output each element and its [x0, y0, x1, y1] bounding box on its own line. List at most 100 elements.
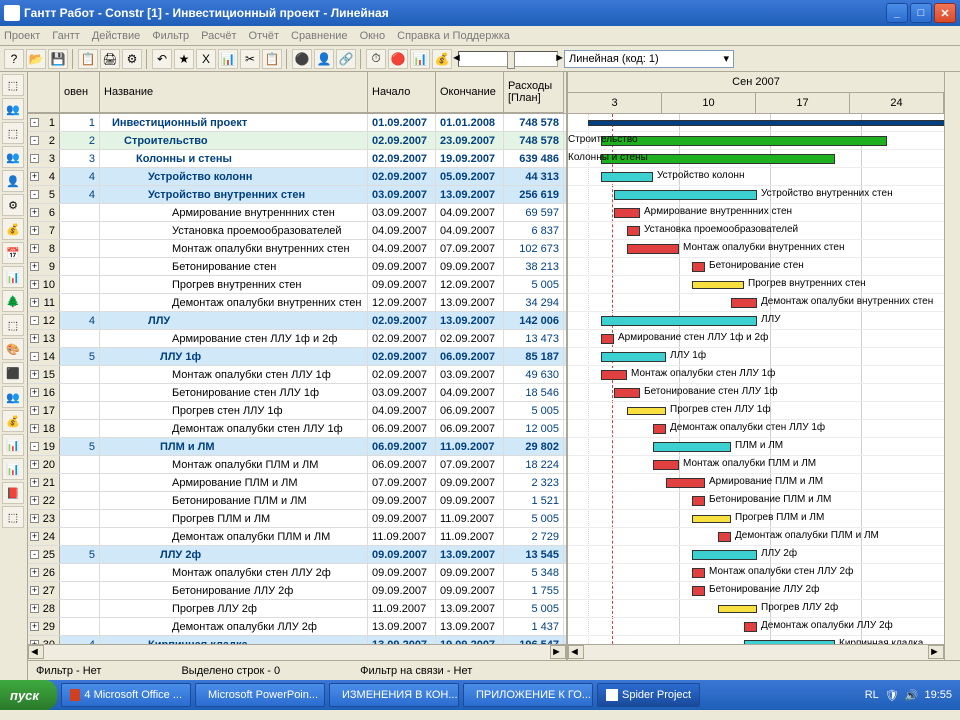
task-row[interactable]: -255ЛЛУ 2ф09.09.200713.09.200713 545 [28, 546, 566, 564]
col-name[interactable]: Название [100, 72, 368, 113]
gantt-row[interactable]: ЛЛУ 1ф [568, 348, 944, 366]
row-number[interactable]: -19 [28, 438, 60, 455]
side-button[interactable]: ⬚ [2, 506, 24, 528]
menu-Отчёт[interactable]: Отчёт [249, 30, 279, 42]
side-button[interactable]: 👥 [2, 98, 24, 120]
gantt-bar[interactable] [731, 298, 757, 308]
expand-icon[interactable]: + [30, 280, 39, 289]
expand-icon[interactable]: + [30, 172, 39, 181]
vscroll[interactable] [944, 72, 960, 660]
gantt-row[interactable]: Устройство колонн [568, 168, 944, 186]
expand-icon[interactable]: + [30, 334, 39, 343]
row-number[interactable]: +28 [28, 600, 60, 617]
expand-icon[interactable]: + [30, 388, 39, 397]
side-button[interactable]: 💰 [2, 218, 24, 240]
gantt-bar[interactable] [614, 388, 640, 398]
gantt-row[interactable]: Монтаж опалубки ПЛМ и ЛМ [568, 456, 944, 474]
gantt-row[interactable]: Прогрев ПЛМ и ЛМ [568, 510, 944, 528]
gantt-bar[interactable] [588, 120, 944, 126]
side-button[interactable]: 💰 [2, 410, 24, 432]
toolbar-button[interactable]: 💰 [432, 49, 452, 69]
row-number[interactable]: +21 [28, 474, 60, 491]
row-number[interactable]: +8 [28, 240, 60, 257]
row-number[interactable]: +24 [28, 528, 60, 545]
toolbar-button[interactable]: 📋 [78, 49, 98, 69]
toolbar-button[interactable]: ✂ [240, 49, 260, 69]
menu-Окно[interactable]: Окно [360, 30, 386, 42]
row-number[interactable]: -14 [28, 348, 60, 365]
gantt-row[interactable]: Монтаж опалубки стен ЛЛУ 2ф [568, 564, 944, 582]
menu-Справка и Поддержка[interactable]: Справка и Поддержка [397, 30, 510, 42]
toolbar-button[interactable]: ⏱ [366, 49, 386, 69]
gantt-bar[interactable] [718, 605, 757, 613]
row-number[interactable]: -3 [28, 150, 60, 167]
expand-icon[interactable]: + [30, 478, 39, 487]
gantt-row[interactable]: Монтаж опалубки внутренних стен [568, 240, 944, 258]
expand-icon[interactable]: - [30, 352, 39, 361]
col-cost[interactable]: Расходы [План] [504, 72, 564, 113]
row-number[interactable]: -2 [28, 132, 60, 149]
side-button[interactable]: 👤 [2, 170, 24, 192]
gantt-bar[interactable] [601, 370, 627, 380]
taskbar-item[interactable]: ПРИЛОЖЕНИЕ К ГО... [463, 683, 593, 707]
row-number[interactable]: -1 [28, 114, 60, 131]
task-row[interactable]: +15Монтаж опалубки стен ЛЛУ 1ф02.09.2007… [28, 366, 566, 384]
task-row[interactable]: +7Установка проемообразователей04.09.200… [28, 222, 566, 240]
gantt-row[interactable]: Прогрев стен ЛЛУ 1ф [568, 402, 944, 420]
gantt-bar[interactable] [692, 568, 705, 578]
gantt-row[interactable]: Монтаж опалубки стен ЛЛУ 1ф [568, 366, 944, 384]
gantt-row[interactable] [568, 114, 944, 132]
toolbar-button[interactable]: 👤 [314, 49, 334, 69]
task-row[interactable]: +20Монтаж опалубки ПЛМ и ЛМ06.09.200707.… [28, 456, 566, 474]
task-row[interactable]: +9Бетонирование стен09.09.200709.09.2007… [28, 258, 566, 276]
close-button[interactable]: ✕ [934, 3, 956, 23]
toolbar-button[interactable]: 📋 [262, 49, 282, 69]
task-row[interactable]: +24Демонтаж опалубки ПЛМ и ЛМ11.09.20071… [28, 528, 566, 546]
toolbar-button[interactable]: ↶ [152, 49, 172, 69]
row-number[interactable]: +9 [28, 258, 60, 275]
task-row[interactable]: +44Устройство колонн02.09.200705.09.2007… [28, 168, 566, 186]
side-button[interactable]: ⬚ [2, 314, 24, 336]
task-row[interactable]: -11Инвестиционный проект01.09.200701.01.… [28, 114, 566, 132]
menu-Проект[interactable]: Проект [4, 30, 40, 42]
task-row[interactable]: +23Прогрев ПЛМ и ЛМ09.09.200711.09.20075… [28, 510, 566, 528]
gantt-bar[interactable] [653, 460, 679, 470]
task-row[interactable]: +22Бетонирование ПЛМ и ЛМ09.09.200709.09… [28, 492, 566, 510]
task-row[interactable]: +21Армирование ПЛМ и ЛМ07.09.200709.09.2… [28, 474, 566, 492]
row-number[interactable]: +30 [28, 636, 60, 644]
gantt-bar[interactable] [614, 208, 640, 218]
gantt-row[interactable]: Прогрев внутренних стен [568, 276, 944, 294]
side-button[interactable]: ⬚ [2, 74, 24, 96]
task-row[interactable]: +13Армирование стен ЛЛУ 1ф и 2ф02.09.200… [28, 330, 566, 348]
gantt-bar[interactable] [627, 407, 666, 415]
expand-icon[interactable]: - [30, 316, 39, 325]
gantt-row[interactable]: Прогрев ЛЛУ 2ф [568, 600, 944, 618]
gantt-bar[interactable] [718, 532, 731, 542]
expand-icon[interactable]: + [30, 604, 39, 613]
col-level[interactable]: овен [60, 72, 100, 113]
row-number[interactable]: +7 [28, 222, 60, 239]
task-row[interactable]: +10Прогрев внутренних стен09.09.200712.0… [28, 276, 566, 294]
expand-icon[interactable]: + [30, 370, 39, 379]
task-row[interactable]: -145ЛЛУ 1ф02.09.200706.09.200785 187 [28, 348, 566, 366]
side-button[interactable]: 📕 [2, 482, 24, 504]
gantt-bar[interactable] [653, 424, 666, 434]
gantt-row[interactable]: Установка проемообразователей [568, 222, 944, 240]
expand-icon[interactable]: + [30, 622, 39, 631]
expand-icon[interactable]: - [30, 190, 39, 199]
task-row[interactable]: +17Прогрев стен ЛЛУ 1ф04.09.200706.09.20… [28, 402, 566, 420]
gantt-row[interactable]: Колонны и стены [568, 150, 944, 168]
gantt-row[interactable]: Бетонирование ПЛМ и ЛМ [568, 492, 944, 510]
expand-icon[interactable]: - [30, 442, 39, 451]
gantt-bar[interactable] [627, 226, 640, 236]
gantt-row[interactable]: Армирование стен ЛЛУ 1ф и 2ф [568, 330, 944, 348]
gantt-row[interactable]: Бетонирование стен [568, 258, 944, 276]
taskbar-item[interactable]: ИЗМЕНЕНИЯ В КОН... [329, 683, 459, 707]
expand-icon[interactable]: + [30, 424, 39, 433]
task-row[interactable]: -54Устройство внутренних стен03.09.20071… [28, 186, 566, 204]
side-button[interactable]: 👥 [2, 386, 24, 408]
gantt-bar[interactable] [627, 244, 679, 254]
task-row[interactable]: -195ПЛМ и ЛМ06.09.200711.09.200729 802 [28, 438, 566, 456]
row-number[interactable]: +11 [28, 294, 60, 311]
taskbar-item[interactable]: 4 Microsoft Office ... [61, 683, 191, 707]
